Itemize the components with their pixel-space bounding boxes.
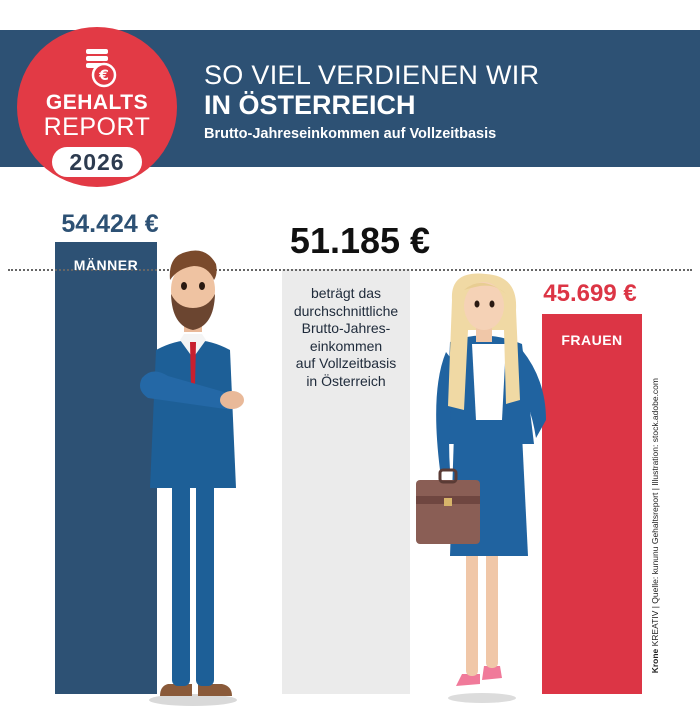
average-description-line: einkommen (309, 337, 383, 354)
woman-illustration (416, 273, 546, 703)
page-subtitle: Brutto-Jahreseinkommen auf Vollzeitbasis (204, 126, 497, 142)
average-description-line: in Österreich (306, 372, 386, 389)
svg-text:€: € (98, 68, 109, 84)
bar-maenner (55, 242, 157, 694)
average-description-line: beträgt das (310, 285, 382, 301)
badge-year: 2026 (52, 147, 142, 177)
bar-frauen (542, 314, 642, 694)
average-description: beträgt das durchschnittliche Brutto-Jah… (282, 285, 410, 390)
value-label-maenner: 54.424 € (61, 210, 159, 238)
gehalts-report-badge: € GEHALTS REPORT 2026 (17, 27, 177, 187)
page-title-line1: SO VIEL VERDIENEN WIR (204, 60, 540, 90)
man-illustration (140, 250, 244, 706)
credit-text: KREATIV | Quelle: kununu Gehaltsreport |… (650, 378, 660, 649)
badge-title-line1: GEHALTS (45, 91, 149, 114)
value-label-frauen: 45.699 € (543, 280, 637, 308)
category-label-frauen: FRAUEN (561, 332, 623, 349)
bar-durchschnitt (282, 268, 410, 694)
euro-coin-stack-icon: € (86, 49, 117, 88)
category-label-maenner: MÄNNER (73, 257, 139, 273)
value-label-durchschnitt: 51.185 € (289, 219, 431, 261)
source-credit: Krone KREATIV | Quelle: kununu Gehaltsre… (650, 378, 666, 698)
average-description-line: durchschnittliche (293, 302, 399, 319)
credit-brand: Krone (650, 648, 660, 674)
average-reference-line (8, 268, 692, 271)
average-description-line: auf Vollzeitbasis (295, 355, 397, 371)
badge-title-line2: REPORT (43, 113, 151, 141)
average-description-line: Brutto-Jahres- (301, 320, 391, 336)
page-title-line2: IN ÖSTERREICH (204, 90, 416, 120)
